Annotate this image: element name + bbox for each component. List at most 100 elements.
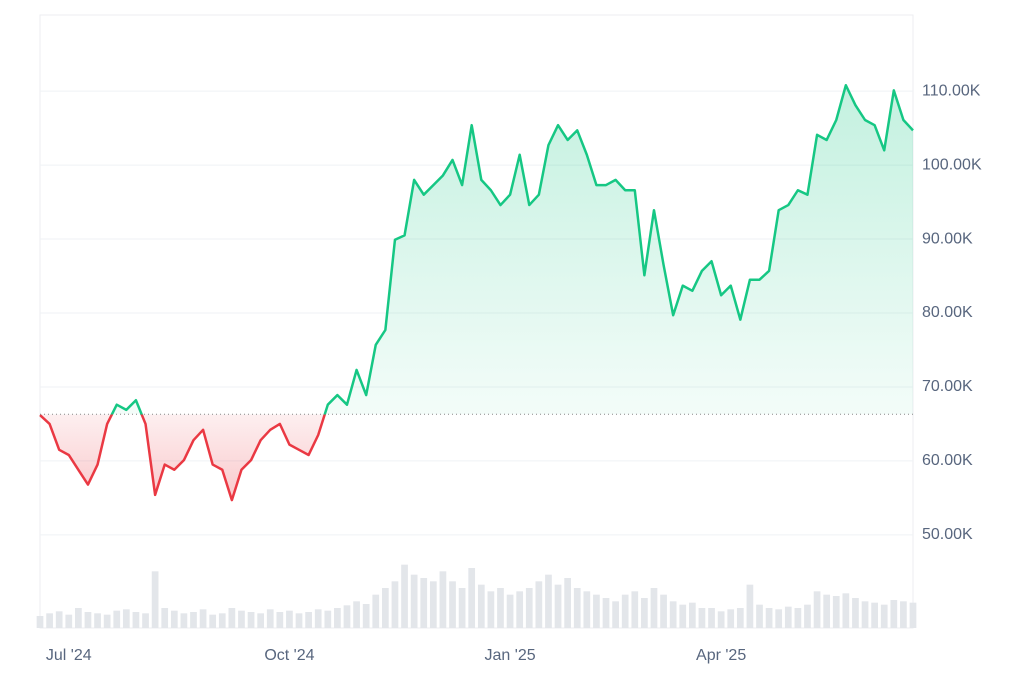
volume-bar (362, 604, 370, 628)
volume-bar (46, 613, 53, 628)
volume-bar (765, 608, 773, 628)
x-tick-label: Apr '25 (696, 647, 746, 664)
volume-bar (602, 598, 610, 628)
volume-bar (343, 605, 351, 628)
y-tick-label: 100.00K (922, 156, 982, 173)
volume-bar (55, 611, 63, 628)
volume-bar (122, 609, 130, 628)
volume-bar (516, 591, 524, 628)
volume-bar (631, 591, 639, 628)
volume-bar (276, 612, 284, 628)
volume-bar (890, 600, 898, 628)
volume-bar (583, 591, 591, 628)
volume-bar (545, 574, 552, 628)
volume-bar (813, 591, 821, 628)
volume-bar (641, 598, 648, 628)
volume-bar (382, 588, 389, 628)
volume-bar (775, 609, 783, 628)
volume-bar (593, 594, 600, 628)
volume-bar (650, 588, 658, 628)
y-tick-label: 60.00K (922, 452, 973, 469)
volume-bar (209, 614, 217, 628)
volume-bar (429, 581, 437, 628)
volume-bar (871, 602, 878, 628)
volume-bar (151, 571, 159, 628)
volume-bar (554, 584, 562, 628)
volume-bar (727, 609, 735, 628)
volume-bar (36, 616, 44, 628)
volume-bar (218, 613, 226, 628)
y-tick-label: 80.00K (922, 304, 973, 321)
volume-bar (247, 612, 255, 628)
volume-bar (161, 608, 169, 628)
volume-bar (794, 608, 802, 628)
volume-bar (736, 608, 744, 628)
volume-bar (679, 604, 687, 628)
volume-bar (717, 611, 725, 628)
volume-bar (909, 602, 917, 628)
volume-bar (804, 604, 811, 628)
volume-bar (94, 613, 101, 628)
volume-bar (410, 574, 418, 628)
volume-bar (468, 568, 476, 628)
volume-bar (420, 578, 428, 628)
volume-bar (199, 609, 207, 628)
volume-bar (564, 578, 571, 628)
volume-bar (900, 601, 907, 628)
volume-bar (334, 608, 341, 628)
volume-bar (669, 601, 677, 628)
volume-bar (228, 608, 236, 628)
volume-bar (698, 608, 706, 628)
volume-bar (852, 598, 859, 628)
volume-bar (823, 594, 831, 628)
volume-bar (708, 608, 715, 628)
volume-bar (832, 596, 840, 628)
volume-bar (266, 609, 274, 628)
volume-bar (439, 571, 447, 628)
volume-bar (65, 614, 73, 628)
volume-bar (295, 613, 303, 628)
volume-bar (401, 564, 408, 628)
x-tick-label: Oct '24 (264, 647, 314, 664)
volume-bar (688, 602, 696, 628)
volume-bar (535, 581, 543, 628)
volume-bar (880, 604, 888, 628)
volume-bar (286, 610, 293, 628)
volume-bar (449, 581, 456, 628)
volume-bar (190, 612, 197, 628)
volume-bar (746, 584, 754, 628)
volume-bar (353, 601, 360, 628)
volume-bar (238, 610, 245, 628)
volume-bar (180, 613, 188, 628)
volume-bar (525, 588, 533, 628)
volume-bar (75, 608, 82, 628)
volume-bar (391, 581, 399, 628)
volume-bar (861, 601, 869, 628)
volume-bar (756, 604, 763, 628)
volume-bar (612, 601, 619, 628)
area (40, 85, 913, 501)
volume-bar (324, 610, 332, 628)
volume-bar (84, 612, 92, 628)
volume-bar (660, 594, 667, 628)
y-tick-label: 50.00K (922, 526, 973, 543)
y-tick-label: 70.00K (922, 378, 973, 395)
volume-bar (103, 614, 111, 628)
price-line (39, 84, 914, 502)
volume-bar (842, 593, 850, 628)
volume-bar (477, 584, 485, 628)
x-tick-label: Jul '24 (46, 647, 92, 664)
volume-bar (257, 613, 265, 628)
volume-bar (142, 613, 149, 628)
volume-bar (113, 610, 121, 628)
y-tick-label: 110.00K (922, 82, 981, 99)
volume-bar (573, 588, 581, 628)
volume-bar (784, 606, 792, 628)
volume-bar (506, 594, 514, 628)
volume-bar (497, 588, 504, 628)
volume-bar (314, 609, 322, 628)
x-tick-label: Jan '25 (485, 647, 536, 664)
volume-bar (458, 588, 466, 628)
y-tick-label: 90.00K (922, 230, 973, 247)
